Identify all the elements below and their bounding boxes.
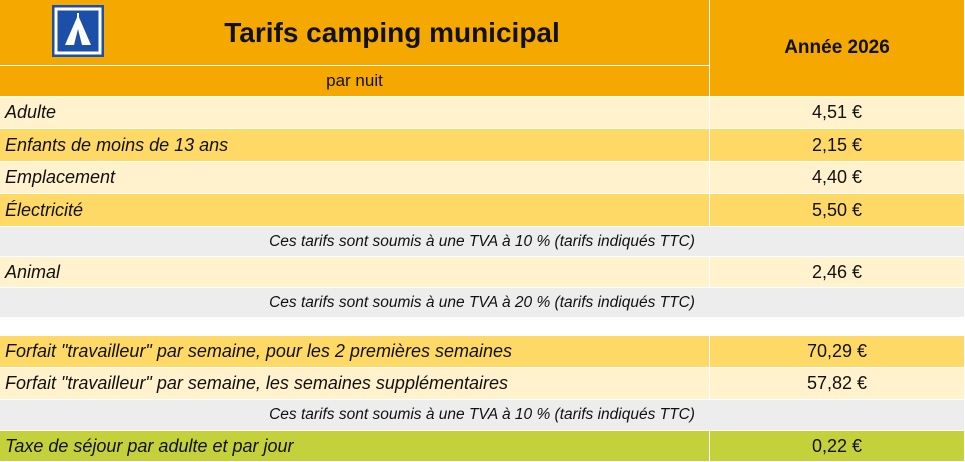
title: Tarifs camping municipal [224, 16, 560, 48]
row-label: Adulte [0, 97, 710, 129]
row-price: 2,15 € [710, 129, 965, 162]
subtitle: par nuit [0, 66, 710, 97]
year: Année 2026 [710, 0, 965, 97]
row-price: 70,29 € [710, 336, 965, 368]
row-price: 57,82 € [710, 368, 965, 400]
row-label: Enfants de moins de 13 ans [0, 129, 710, 162]
tent-icon [52, 5, 104, 57]
note: Ces tarifs sont soumis à une TVA à 20 % … [0, 288, 965, 318]
title-cell: Tarifs camping municipal [0, 0, 710, 66]
row-label: Forfait "travailleur" par semaine, les s… [0, 368, 710, 400]
row-label: Emplacement [0, 162, 710, 194]
row-label: Électricité [0, 194, 710, 227]
row-label: Forfait "travailleur" par semaine, pour … [0, 336, 710, 368]
row-label: Animal [0, 257, 710, 288]
row-label: Taxe de séjour par adulte et par jour [0, 431, 710, 462]
row-price: 4,51 € [710, 97, 965, 129]
note: Ces tarifs sont soumis à une TVA à 10 % … [0, 400, 965, 431]
row-price: 0,22 € [710, 431, 965, 462]
note: Ces tarifs sont soumis à une TVA à 10 % … [0, 227, 965, 257]
row-price: 4,40 € [710, 162, 965, 194]
row-price: 5,50 € [710, 194, 965, 227]
row-price: 2,46 € [710, 257, 965, 288]
